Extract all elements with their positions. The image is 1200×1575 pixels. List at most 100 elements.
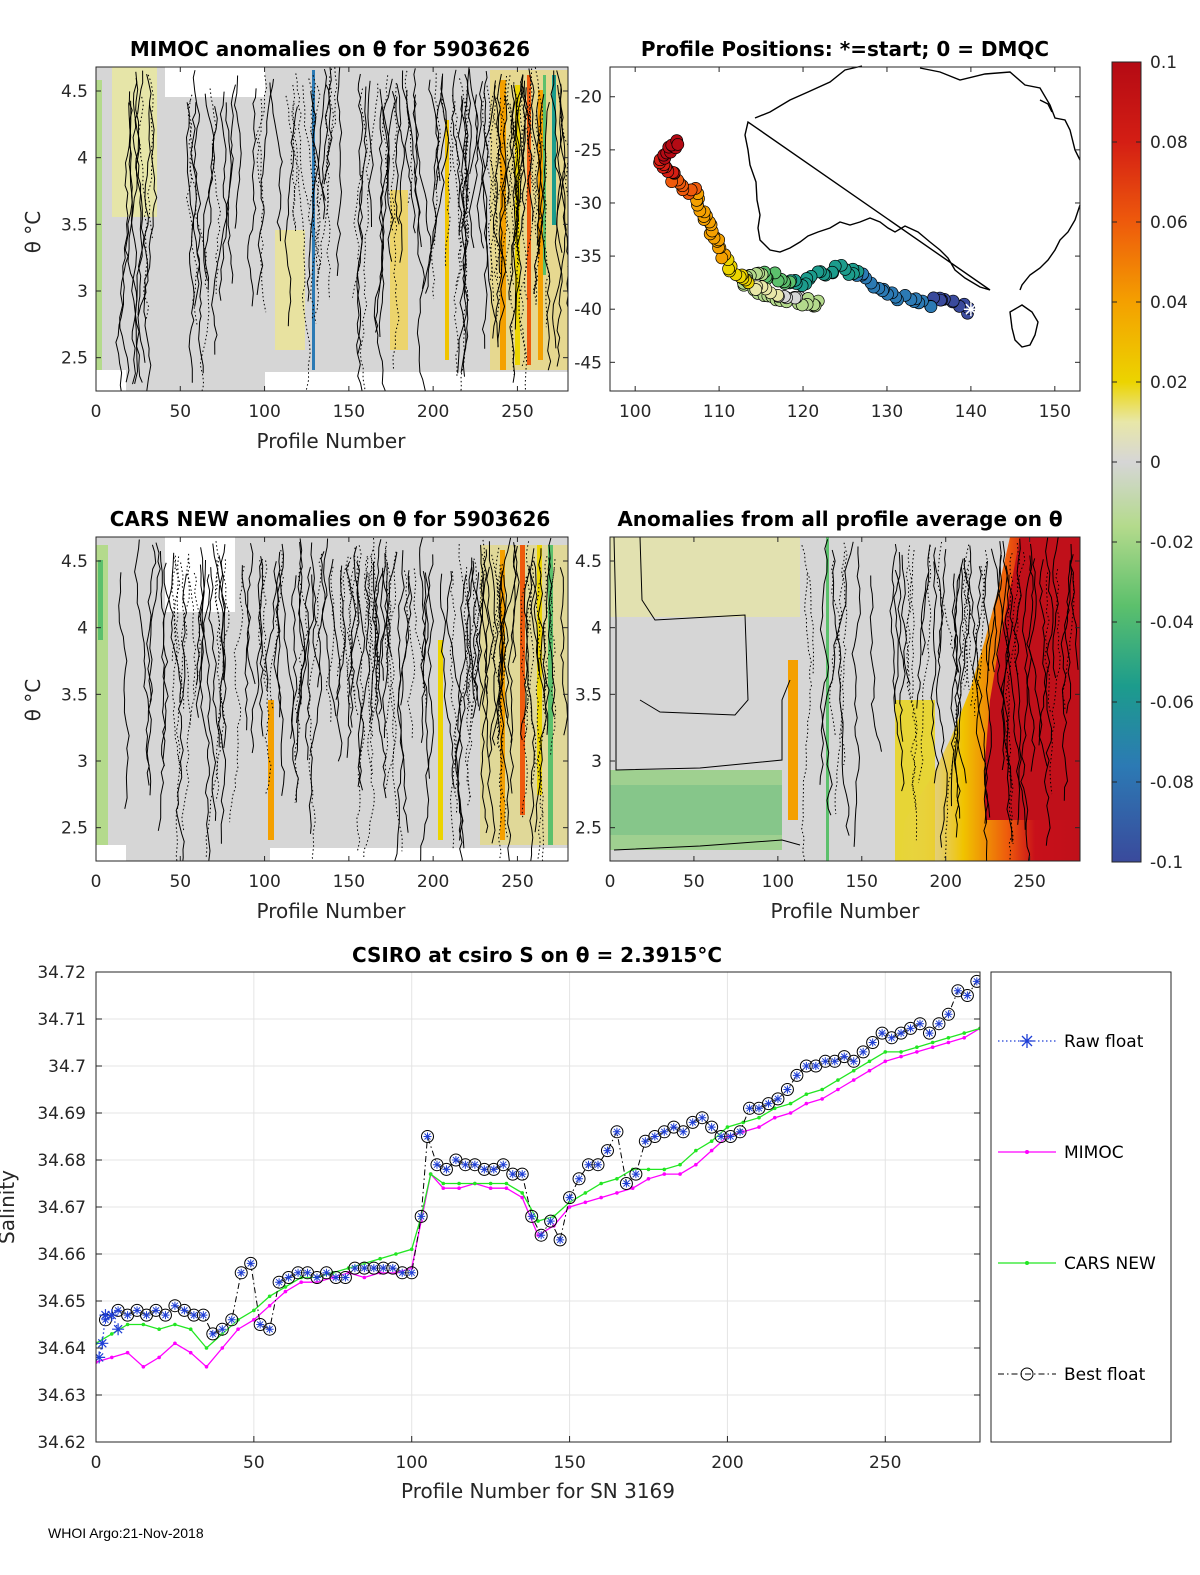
salinity-xlabel: Profile Number for SN 3169 (401, 1479, 675, 1503)
contour-line (352, 88, 368, 298)
data-point (804, 1101, 809, 1106)
contour-line (405, 89, 425, 289)
data-point (629, 1167, 643, 1181)
contour-line (502, 95, 510, 205)
y-tick-label: 2.5 (575, 819, 602, 839)
data-point (283, 1285, 288, 1289)
contour-line (294, 538, 307, 760)
contour-line (460, 101, 471, 391)
data-point (686, 1115, 700, 1129)
contour-line (529, 548, 546, 698)
contour-line (534, 557, 551, 833)
contour-line (972, 566, 988, 861)
data-point (771, 1092, 785, 1106)
contour-line (840, 542, 848, 766)
contour-line (512, 542, 520, 664)
positions-title: Profile Positions: *=start; 0 = DMQC (641, 37, 1049, 61)
data-point (646, 1177, 651, 1181)
y-tick-label: 4.5 (61, 82, 88, 102)
data-point (234, 1266, 248, 1280)
contour-line (1038, 537, 1054, 767)
contour-line (412, 68, 432, 294)
x-tick-label: 150 (333, 872, 365, 892)
contour-line (486, 93, 499, 282)
contour-line (920, 544, 931, 656)
data-point (421, 1130, 434, 1143)
contour-line (518, 68, 537, 367)
data-point (915, 1050, 919, 1054)
data-point (867, 1068, 872, 1073)
x-tick-label: 120 (787, 402, 819, 422)
contour-line (373, 91, 396, 391)
data-point (263, 1322, 277, 1336)
x-tick-label: 250 (501, 402, 533, 422)
y-tick-label: 34.7 (48, 1057, 86, 1077)
contour-line (244, 543, 254, 731)
data-point (378, 1256, 382, 1261)
contour-line (195, 574, 211, 718)
star-marker-icon (1020, 1034, 1034, 1048)
contour-line (367, 80, 374, 228)
contour-line (390, 82, 400, 371)
data-point (395, 1266, 409, 1280)
contour-line (419, 537, 426, 661)
contour-line (468, 81, 483, 249)
contour-line (937, 549, 947, 658)
data-point (244, 1256, 258, 1270)
data-point (520, 1195, 525, 1200)
data-point (820, 1087, 824, 1092)
y-tick-label: -25 (574, 141, 602, 161)
x-tick-label: 200 (929, 872, 961, 892)
data-point (885, 1031, 899, 1045)
data-point (820, 1097, 824, 1101)
contour-line (256, 78, 274, 295)
data-point (930, 1045, 935, 1049)
contour-line (936, 541, 955, 652)
contour-line (401, 70, 416, 234)
data-point (946, 1040, 951, 1045)
contour-line (214, 541, 222, 661)
contour-line (180, 553, 192, 728)
contour-line (380, 553, 386, 681)
data-point (188, 1350, 193, 1355)
data-point (705, 1120, 719, 1134)
data-point (125, 1350, 130, 1355)
data-point (149, 1303, 163, 1317)
y-tick-label: 3 (77, 282, 88, 302)
contour-line (137, 73, 152, 363)
contour-line (368, 573, 380, 706)
contour-line (404, 70, 413, 206)
contour-line (547, 537, 556, 718)
dot-marker-icon (1025, 1261, 1029, 1265)
colorbar-tick-label: -0.06 (1150, 693, 1194, 713)
data-point (695, 1111, 709, 1125)
contour-line (613, 839, 801, 851)
contour-line (325, 67, 338, 300)
contour-line (950, 573, 961, 807)
contour-line (345, 562, 357, 758)
data-point (173, 1322, 177, 1327)
data-point (970, 974, 980, 988)
x-tick-label: 0 (91, 872, 102, 892)
contour-line (889, 544, 897, 704)
start-star-icon (963, 302, 978, 317)
contour-line (321, 84, 330, 220)
legend-cars-new: CARS NEW (998, 1254, 1156, 1274)
contour-line (146, 544, 157, 703)
x-tick-label: 150 (846, 872, 878, 892)
y-tick-label: 2.5 (61, 349, 88, 369)
contour-line (175, 573, 188, 861)
contour-line (379, 88, 395, 262)
data-point (141, 1365, 146, 1369)
contour-line (536, 94, 552, 371)
data-point (836, 1078, 840, 1082)
contour-line (185, 102, 201, 307)
contour-line (147, 74, 154, 240)
contour-line (195, 559, 206, 686)
data-point (866, 1036, 880, 1049)
contour-line (241, 565, 256, 685)
contour-line (894, 569, 906, 742)
contour-line (492, 73, 507, 348)
data-point (206, 1327, 220, 1341)
contour-line (905, 567, 918, 841)
